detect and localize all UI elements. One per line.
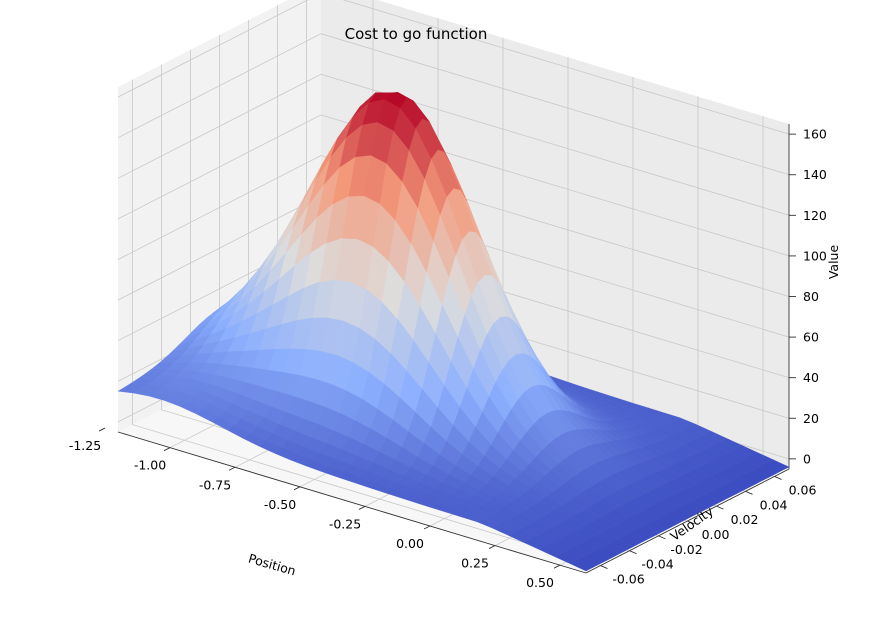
x-tick <box>228 466 236 471</box>
z-gridline <box>117 0 790 135</box>
y-gridline <box>132 79 601 566</box>
z-tick-label: 100 <box>803 248 827 263</box>
x-tick-label: -0.50 <box>264 497 296 512</box>
surface-patch <box>117 386 141 394</box>
y-tick <box>716 505 724 510</box>
y-tick-label: 0.06 <box>789 482 817 497</box>
y-tick <box>658 535 666 540</box>
z-gridline <box>117 33 790 176</box>
x-axis-line <box>117 431 587 574</box>
x-tick-label: -0.25 <box>329 516 361 531</box>
y-tick-label: -0.02 <box>670 542 702 557</box>
x-axis-label: Position <box>247 551 298 579</box>
z-gridline <box>117 155 790 297</box>
y-tick <box>629 550 637 555</box>
z-axis-label: Value <box>826 245 841 280</box>
z-tick-label: 20 <box>803 411 819 426</box>
z-tick-label: 160 <box>803 127 827 142</box>
x-tick <box>98 427 106 432</box>
surface-patch <box>332 156 356 205</box>
z-tick-label: 80 <box>803 289 819 304</box>
x-tick-label: 0.50 <box>526 575 554 590</box>
y-tick <box>687 520 695 525</box>
surface-mesh <box>117 91 790 572</box>
z-tick-label: 140 <box>803 167 827 182</box>
y-tick-label: 0.04 <box>760 497 788 512</box>
z-tick-label: 120 <box>803 208 827 223</box>
y-tick <box>774 476 782 480</box>
chart-title: Cost to go function <box>345 25 488 43</box>
tick-marks <box>98 133 796 569</box>
y-tick <box>600 565 608 569</box>
x-tick <box>553 564 561 569</box>
x-tick-label: 0.25 <box>461 556 489 571</box>
y-tick-label: 0.02 <box>731 512 759 527</box>
z-tick-label: 40 <box>803 370 819 385</box>
x-tick <box>358 506 366 510</box>
z-gridline <box>117 114 790 257</box>
z-tick-label: 0 <box>803 451 811 466</box>
y-tick-label: -0.06 <box>612 572 644 587</box>
x-tick <box>163 447 171 452</box>
x-tick <box>488 545 496 549</box>
z-tick-label: 60 <box>803 330 819 345</box>
x-tick-label: 0.00 <box>396 536 424 551</box>
x-tick <box>423 525 431 530</box>
x-tick-label: -1.00 <box>134 458 166 473</box>
x-tick-label: -0.75 <box>199 477 231 492</box>
tick-labels: -1.25 -1.00 -0.75 -0.50 -0.25 0.00 0.25 0.50 -0.… <box>69 127 827 591</box>
z-gridline <box>117 73 790 216</box>
x-tick-label: -1.25 <box>69 438 101 453</box>
x-tick <box>293 486 301 491</box>
y-tick-label: -0.04 <box>641 557 673 572</box>
y-tick-label: 0.00 <box>702 527 730 542</box>
y-tick <box>745 490 753 495</box>
